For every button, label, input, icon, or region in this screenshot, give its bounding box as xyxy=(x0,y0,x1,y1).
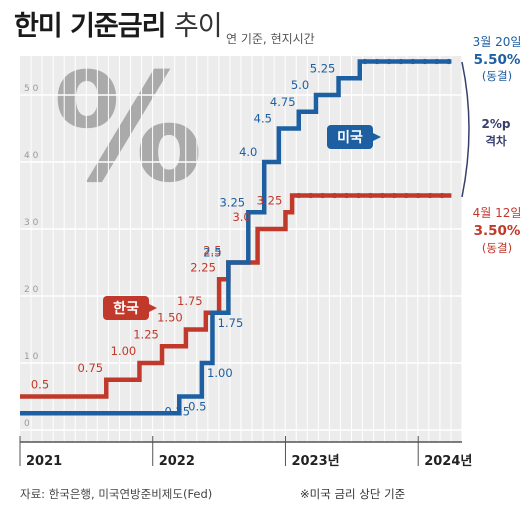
source-note: 자료: 한국은행, 미국연방준비제도(Fed) xyxy=(20,487,213,501)
kr-hold-dot xyxy=(427,192,433,199)
kr-hold-dot xyxy=(403,192,409,199)
kr-value-label: 0.5 xyxy=(31,378,49,392)
x-tick-label: 2022 xyxy=(159,454,195,469)
kr-value-label: 2.25 xyxy=(190,260,216,274)
kr-end-date: 4월 12일 xyxy=(473,206,522,220)
us-end-rate: 5.50% xyxy=(474,52,521,68)
kr-hold-dot xyxy=(391,192,397,199)
kr-value-label: 2.5 xyxy=(203,244,221,258)
x-tick-label: 2024년 xyxy=(424,454,472,469)
title-light: 추이 xyxy=(173,11,223,42)
kr-hold-dot xyxy=(439,192,445,199)
kr-hold-dot xyxy=(415,192,421,199)
kr-value-label: 1.25 xyxy=(133,327,159,341)
us-hold-dot xyxy=(422,58,428,65)
gap-text: 격차 xyxy=(485,134,507,148)
kr-value-label: 3.0 xyxy=(232,210,250,224)
gap-value: 2%p xyxy=(482,117,511,131)
us-value-label: 4.75 xyxy=(270,95,296,109)
us-hold-dot xyxy=(434,58,440,65)
us-value-label: 4.0 xyxy=(239,145,257,159)
chart-subtitle: 연 기준, 현지시간 xyxy=(226,32,315,46)
kr-hold-dot xyxy=(355,192,362,199)
kr-hold-dot xyxy=(331,192,338,199)
us-value-label: 5.0 xyxy=(291,78,309,92)
kr-end-status: (동결) xyxy=(482,241,512,255)
legend-us-label: 미국 xyxy=(337,130,363,146)
kr-value-label: 1.50 xyxy=(157,311,183,325)
footnote: ※미국 금리 상단 기준 xyxy=(300,487,406,501)
us-end-date: 3월 20일 xyxy=(473,35,522,49)
legend-us-pointer xyxy=(373,133,381,141)
us-hold-dot xyxy=(374,58,380,65)
legend-us-bg xyxy=(327,125,373,149)
kr-hold-dot xyxy=(308,192,314,199)
kr-hold-dot xyxy=(320,192,326,199)
us-hold-dot xyxy=(386,58,392,65)
us-value-label: 5.25 xyxy=(310,61,336,75)
y-tick-label: 0 xyxy=(24,419,30,429)
us-end-status: (동결) xyxy=(482,69,512,83)
us-hold-dot xyxy=(410,58,416,65)
kr-hold-dot xyxy=(367,192,374,199)
percent-watermark: % xyxy=(53,42,203,216)
us-value-label: 1.00 xyxy=(207,366,233,380)
legend-kr-label: 한국 xyxy=(113,301,139,317)
legend-kr-bg xyxy=(103,296,149,320)
kr-value-label: 0.75 xyxy=(77,361,103,375)
kr-value-label: 1.00 xyxy=(111,344,137,358)
title-bold: 한미 기준금리 xyxy=(14,11,166,42)
kr-value-label: 3.25 xyxy=(257,193,283,207)
us-hold-dot xyxy=(398,58,404,65)
series-line-us xyxy=(20,59,452,416)
us-value-label: 2.5 xyxy=(203,246,221,260)
kr-hold-dot xyxy=(343,192,350,199)
us-value-label: 3.25 xyxy=(219,195,245,209)
legend-kr-pointer xyxy=(149,304,157,312)
x-tick-label: 2023년 xyxy=(291,454,339,469)
kr-value-label: 1.75 xyxy=(177,294,203,308)
us-hold-dot xyxy=(446,58,452,65)
gap-bracket xyxy=(461,61,470,198)
us-value-label: 0.25 xyxy=(164,404,190,418)
kr-hold-dot xyxy=(379,192,385,199)
us-value-label: 4.5 xyxy=(254,112,272,126)
us-hold-dot xyxy=(362,58,368,65)
us-value-label: 0.5 xyxy=(188,400,206,414)
chart-title: 한미 기준금리 추이 xyxy=(14,4,223,43)
x-tick-label: 2021 xyxy=(26,454,62,469)
us-value-label: 1.75 xyxy=(218,316,244,330)
kr-end-rate: 3.50% xyxy=(474,223,521,239)
kr-hold-dot xyxy=(296,192,302,199)
